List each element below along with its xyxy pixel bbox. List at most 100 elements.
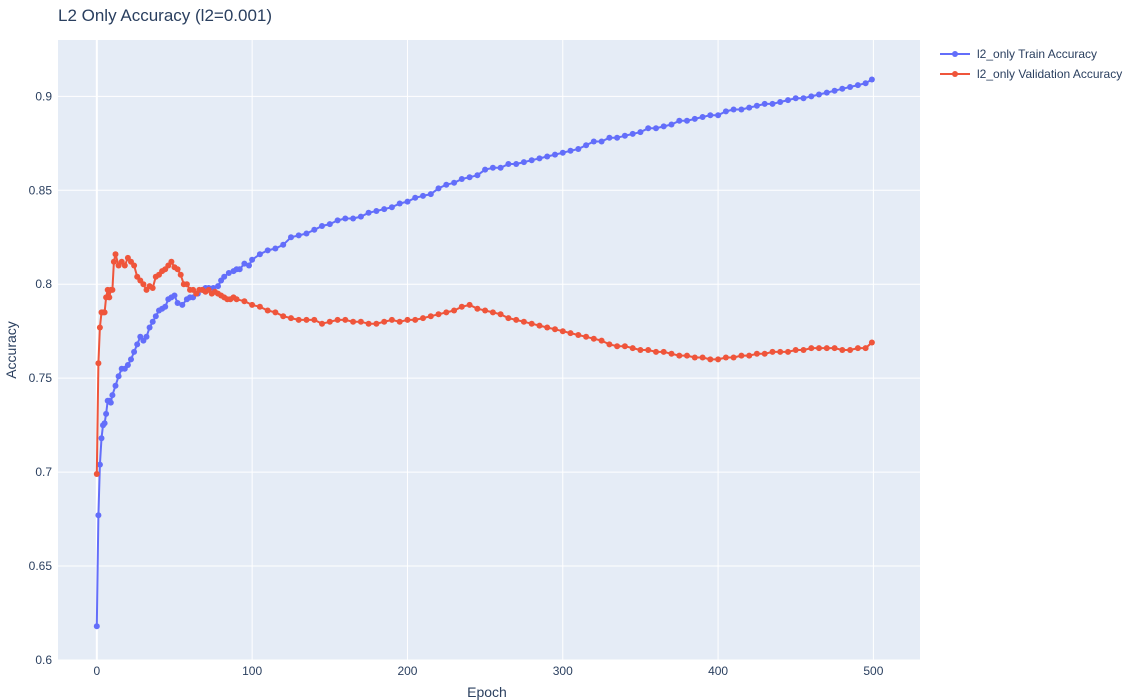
data-point <box>761 350 768 357</box>
data-point <box>168 258 175 265</box>
x-tick-label: 100 <box>242 664 262 678</box>
legend-item-validation[interactable]: l2_only Validation Accuracy <box>940 67 1122 81</box>
data-point <box>489 164 496 171</box>
legend-item-train[interactable]: l2_only Train Accuracy <box>940 47 1097 61</box>
data-point <box>162 303 169 310</box>
data-point <box>505 315 512 322</box>
data-point <box>777 99 784 105</box>
data-point <box>823 89 830 96</box>
data-point <box>590 335 597 342</box>
x-tick-label: 0 <box>93 664 100 678</box>
data-point <box>381 206 388 213</box>
data-point <box>753 350 760 357</box>
data-point <box>839 85 846 92</box>
data-point <box>482 166 489 173</box>
data-point <box>497 311 504 318</box>
grid <box>58 40 920 661</box>
data-point <box>466 301 473 308</box>
data-point <box>95 512 102 519</box>
data-point <box>691 115 698 122</box>
data-point <box>109 392 116 399</box>
data-point <box>295 232 302 239</box>
y-tick-label: 0.7 <box>35 465 52 479</box>
data-point <box>722 354 729 361</box>
data-point <box>110 258 117 265</box>
data-point <box>109 286 116 293</box>
data-point <box>839 347 846 353</box>
data-point <box>614 343 621 350</box>
data-point <box>146 324 153 331</box>
data-point <box>183 281 190 288</box>
data-point <box>676 117 683 124</box>
data-point <box>112 251 119 258</box>
data-point <box>559 328 566 335</box>
data-point <box>474 305 481 312</box>
data-point <box>691 354 698 361</box>
data-point <box>427 191 434 198</box>
data-point <box>233 296 240 303</box>
data-point <box>443 309 450 316</box>
data-point <box>606 341 613 348</box>
data-point <box>847 84 854 90</box>
data-point <box>583 142 590 149</box>
data-point <box>715 112 722 119</box>
data-point <box>552 151 558 158</box>
data-point <box>722 108 729 115</box>
data-point <box>536 322 543 329</box>
x-tick-label: 200 <box>397 664 417 678</box>
data-point <box>868 339 875 346</box>
data-point <box>637 129 644 136</box>
data-point <box>174 266 181 273</box>
data-point <box>629 130 636 137</box>
data-point <box>311 226 318 233</box>
series-train <box>93 76 875 630</box>
data-point <box>868 76 875 83</box>
data-point <box>474 172 481 179</box>
data-point <box>93 623 100 630</box>
legend: l2_only Train Accuracy l2_only Validatio… <box>940 47 1122 81</box>
data-point <box>707 112 714 119</box>
y-tick-label: 0.75 <box>29 371 53 385</box>
data-point <box>412 194 419 201</box>
data-point <box>559 149 566 156</box>
x-tick-label: 400 <box>708 664 728 678</box>
data-point <box>583 333 590 340</box>
data-point <box>95 360 102 367</box>
data-point <box>823 345 830 352</box>
data-point <box>121 262 128 269</box>
y-tick-label: 0.6 <box>35 653 52 667</box>
data-point <box>614 134 621 141</box>
data-point <box>319 223 325 229</box>
y-tick-label: 0.85 <box>29 183 53 197</box>
data-point <box>264 247 271 254</box>
data-point <box>552 326 558 333</box>
data-point <box>103 410 110 417</box>
data-point <box>225 270 232 276</box>
data-point <box>134 341 141 348</box>
data-point <box>660 123 667 130</box>
data-point <box>854 345 861 352</box>
data-point <box>381 318 388 325</box>
data-point <box>489 309 496 316</box>
data-point <box>96 461 103 468</box>
data-point <box>777 348 784 355</box>
data-point <box>862 80 869 87</box>
data-point <box>241 298 248 305</box>
data-point <box>435 311 442 318</box>
data-point <box>98 435 105 442</box>
chart-title: L2 Only Accuracy (l2=0.001) <box>58 6 272 25</box>
data-point <box>699 114 706 120</box>
data-point <box>396 318 403 325</box>
data-point <box>645 125 652 132</box>
series-validation <box>93 251 875 477</box>
data-point <box>629 345 636 352</box>
data-point <box>621 132 628 139</box>
data-point <box>598 138 605 145</box>
data-point <box>707 356 714 363</box>
data-point <box>482 307 489 314</box>
data-point <box>785 97 791 104</box>
data-point <box>808 93 815 100</box>
data-point <box>645 347 652 353</box>
data-point <box>319 320 325 327</box>
